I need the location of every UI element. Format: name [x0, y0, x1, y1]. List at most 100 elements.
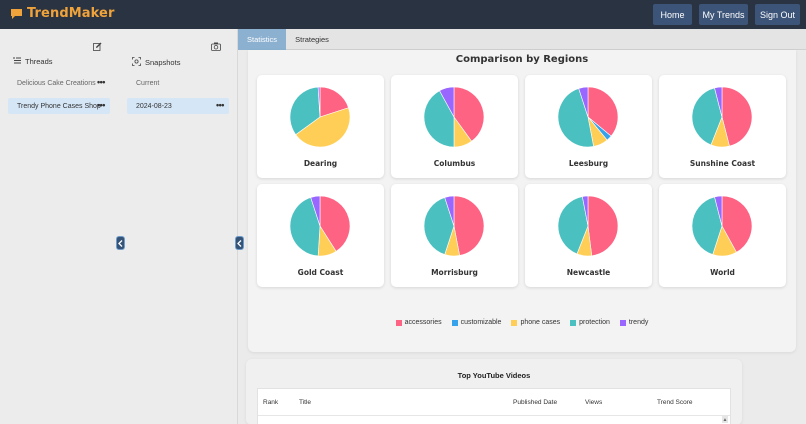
region-card-gold-coast: Gold Coast	[257, 184, 384, 287]
threads-icon	[13, 57, 21, 66]
region-card-dearing: Dearing	[257, 75, 384, 178]
pie-slice-trendy[interactable]	[578, 87, 589, 118]
pie-chart	[558, 87, 618, 147]
thread-item-trendy-phone-cases-shop[interactable]: Trendy Phone Cases Shop	[8, 98, 110, 114]
pie-slice-accessories[interactable]	[721, 196, 752, 253]
column-header-views[interactable]: Views	[585, 399, 603, 406]
pie-slice-trendy[interactable]	[714, 87, 723, 118]
tab-strategies[interactable]: Strategies	[295, 35, 329, 44]
pie-chart	[424, 87, 484, 147]
snapshot-item-current[interactable]: Current	[127, 76, 229, 90]
legend-label: protection	[579, 319, 610, 326]
region-card-columbus: Columbus	[391, 75, 518, 178]
pie-slice-protection[interactable]	[424, 90, 455, 147]
thread-more-menu[interactable]: •••	[97, 100, 105, 110]
sidebar: Threads Snapshots Delicious Cake Creatio…	[0, 29, 244, 424]
pie-slice-accessories[interactable]	[587, 196, 618, 256]
region-card-newcastle: Newcastle	[525, 184, 652, 287]
column-header-published-date[interactable]: Published Date	[513, 399, 558, 406]
pie-slice-trendy[interactable]	[444, 196, 455, 227]
thread-more-menu[interactable]: •••	[97, 77, 105, 87]
app-name: TrendMaker	[27, 6, 115, 21]
column-header-title[interactable]: Title	[299, 399, 312, 406]
legend-item-protection[interactable]: protection	[570, 319, 610, 326]
threads-header: Threads	[13, 57, 53, 66]
pie-slice-protection[interactable]	[558, 88, 594, 147]
pie-slice-trendy[interactable]	[714, 196, 723, 227]
region-comparison-panel: Comparison by Regions Dearing Columbus Lee…	[248, 50, 796, 352]
pie-slice-trendy[interactable]	[582, 196, 589, 227]
column-header-rank[interactable]: Rank	[263, 399, 279, 406]
legend-item-accessories[interactable]: accessories	[395, 319, 442, 326]
tab-bar: Statistics Strategies	[238, 29, 806, 50]
pie-slice-accessories[interactable]	[453, 87, 484, 142]
pie-slice-phone-cases[interactable]	[295, 107, 350, 147]
pie-slice-protection[interactable]	[290, 87, 321, 136]
pie-chart	[290, 196, 350, 256]
snapshots-header: Snapshots	[132, 57, 180, 68]
region-label: Sunshine Coast	[689, 159, 756, 168]
pie-slice-accessories[interactable]	[319, 87, 349, 118]
snapshot-label: 2024-08-23	[136, 102, 172, 110]
region-card-leesburg: Leesburg	[525, 75, 652, 178]
pie-slice-protection[interactable]	[692, 87, 723, 146]
legend-swatch	[451, 319, 458, 326]
youtube-title: Top YouTube Videos	[457, 371, 531, 380]
legend-label: trendy	[628, 319, 649, 326]
chevron-left-icon	[237, 234, 242, 252]
collapse-threads-button[interactable]	[116, 236, 125, 250]
pie-chart	[424, 196, 484, 256]
sign-out-button[interactable]: Sign Out	[755, 4, 800, 25]
region-label: Columbus	[433, 159, 476, 168]
chart-legend: accessories customizable phone cases protec…	[248, 319, 796, 326]
snapshots-label: Snapshots	[145, 58, 181, 67]
pie-slice-trendy[interactable]	[310, 196, 321, 227]
pie-slice-protection[interactable]	[290, 197, 321, 256]
snapshot-label: Current	[136, 79, 160, 87]
legend-item-phone-cases[interactable]: phone cases	[511, 319, 560, 326]
pie-slice-protection[interactable]	[558, 196, 589, 255]
region-label: Dearing	[303, 159, 338, 168]
threads-label: Threads	[25, 57, 53, 66]
pie-slice-accessories[interactable]	[453, 196, 484, 256]
thread-label: Delicious Cake Creations	[17, 79, 96, 87]
collapse-sidebar-button[interactable]	[235, 236, 244, 250]
chevron-left-icon	[118, 234, 123, 252]
legend-label: phone cases	[520, 319, 561, 326]
snapshot-icon	[132, 57, 141, 68]
edit-icon[interactable]	[93, 38, 102, 56]
pie-chart	[692, 87, 752, 147]
legend-label: customizable	[460, 319, 502, 326]
region-card-sunshine-coast: Sunshine Coast	[659, 75, 786, 178]
region-label: Gold Coast	[297, 268, 344, 277]
pie-slice-trendy[interactable]	[317, 87, 321, 118]
my-trends-button[interactable]: My Trends	[699, 4, 748, 25]
pie-chart	[290, 87, 350, 147]
legend-swatch	[570, 319, 577, 326]
legend-label: accessories	[404, 319, 442, 326]
home-button[interactable]: Home	[653, 4, 692, 25]
legend-swatch	[619, 319, 626, 326]
pie-slice-trendy[interactable]	[439, 87, 455, 118]
top-navbar: TrendMaker Home My Trends Sign Out	[0, 0, 806, 29]
snapshot-more-menu[interactable]: •••	[216, 100, 224, 110]
main-content: Statistics Strategies Comparison by Regi…	[238, 29, 806, 424]
region-label: World	[710, 268, 735, 277]
pie-slice-accessories[interactable]	[721, 87, 752, 147]
tab-statistics[interactable]: Statistics	[238, 29, 286, 50]
chat-logo-icon	[10, 7, 23, 20]
thread-item-delicious-cake-creations[interactable]: Delicious Cake Creations	[8, 76, 110, 90]
pie-chart	[558, 196, 618, 256]
column-header-trend-score[interactable]: Trend Score	[657, 399, 693, 406]
thread-label: Trendy Phone Cases Shop	[17, 102, 101, 110]
brand[interactable]: TrendMaker	[10, 6, 114, 21]
legend-swatch	[395, 319, 402, 326]
pie-slice-accessories[interactable]	[587, 87, 618, 137]
pie-slice-protection[interactable]	[692, 196, 723, 255]
legend-item-customizable[interactable]: customizable	[451, 319, 502, 326]
scroll-up-arrow[interactable]: ▲	[722, 416, 728, 423]
camera-icon[interactable]	[211, 38, 221, 56]
snapshot-item-2024-08-23[interactable]: 2024-08-23	[127, 98, 229, 114]
pie-slice-protection[interactable]	[424, 197, 455, 255]
legend-item-trendy[interactable]: trendy	[619, 319, 649, 326]
